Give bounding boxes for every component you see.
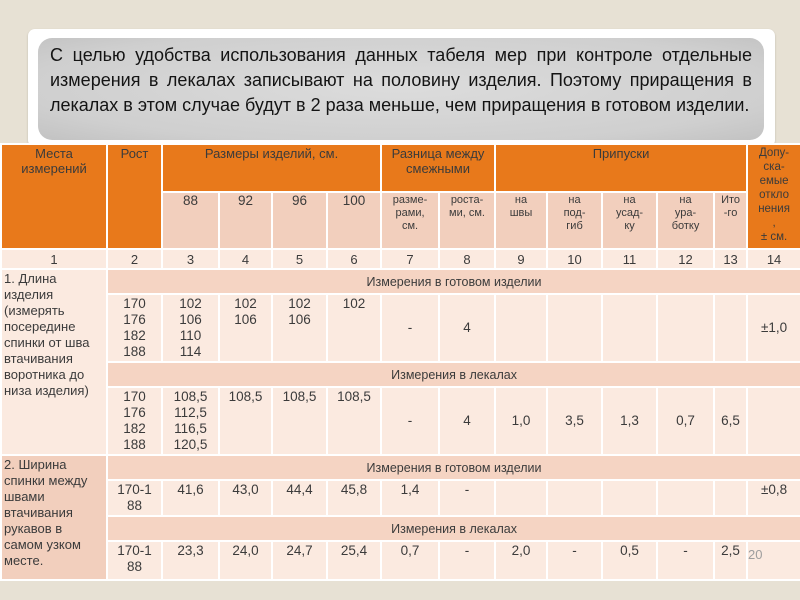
band-patterns-1: Измерения в лекалах [105,361,800,388]
numbering-cell: 1 [0,248,108,270]
numbering-cell: 3 [161,248,220,270]
table-cell [546,479,604,517]
subheader-usadka: на усад- ку [601,191,659,250]
header-places: Места измерений [0,143,108,250]
table-cell: ±0,8 [746,479,800,517]
intro-textbox-frame: С целью удобства использования данных та… [28,29,775,147]
table-cell: 0,7 [656,386,716,456]
table-cell: 0,7 [380,540,441,581]
subheader-size-100: 100 [325,191,383,250]
table-cell [494,479,549,517]
table-cell: 108,5 112,5 116,5 120,5 [161,386,220,456]
table-cell: 1,4 [380,479,441,517]
band-finished-2: Измерения в готовом изделии [105,454,800,481]
table-cell: 102 [325,293,383,363]
table-cell [494,293,549,363]
table-cell: 102 106 110 114 [161,293,220,363]
table-cell [746,540,800,581]
table-cell: 1,3 [601,386,659,456]
table-cell: 23,3 [161,540,220,581]
subheader-itogo: Ито -го [713,191,749,250]
numbering-cell: 14 [746,248,800,270]
table-cell [546,293,604,363]
subheader-size-92: 92 [218,191,273,250]
table-cell: 24,7 [271,540,328,581]
table-cell: ±1,0 [746,293,800,363]
subheader-seams: на швы [494,191,549,250]
table-cell: 102 106 [218,293,273,363]
table-cell: 24,0 [218,540,273,581]
numbering-cell: 13 [713,248,749,270]
band-finished-1: Измерения в готовом изделии [105,268,800,295]
table-cell: 3,5 [546,386,604,456]
numbering-cell: 4 [218,248,273,270]
table-cell: - [438,479,497,517]
table-cell [656,293,716,363]
numbering-cell: 6 [325,248,383,270]
numbering-cell: 8 [438,248,497,270]
measurement-table: Места измерений Рост Размеры изделий, см… [0,143,800,581]
table-cell [746,386,800,456]
item2-name-cell: 2. Ширина спинки между швами втачивания … [0,454,108,581]
slide-number: 20 [748,547,763,562]
subheader-podgib: на под- гиб [546,191,604,250]
table-cell: 0,5 [601,540,659,581]
table-cell: - [380,293,441,363]
table-cell: 25,4 [325,540,383,581]
subheader-size-88: 88 [161,191,220,250]
subheader-size-96: 96 [271,191,328,250]
numbering-cell: 9 [494,248,549,270]
header-sizes-group: Размеры изделий, см. [160,143,383,193]
numbering-cell: 10 [546,248,604,270]
numbering-cell: 12 [656,248,716,270]
subheader-diff-sizes: разме- рами, см. [380,191,441,250]
header-rost: Рост [106,143,163,250]
item1-name-cell: 1. Длина изделия (измерять посередине сп… [0,268,108,456]
table-cell: 2,0 [494,540,549,581]
subheader-diff-rosts: роста- ми, см. [438,191,497,250]
table-cell: 4 [438,293,497,363]
header-tolerance: Допу- ска- емые откло нения , ± см. [746,143,800,250]
header-allowances-group: Припуски [494,143,749,193]
table-cell: 45,8 [325,479,383,517]
intro-text: С целью удобства использования данных та… [50,45,752,115]
table-cell: 1,0 [494,386,549,456]
intro-textbox: С целью удобства использования данных та… [38,38,764,140]
table-cell: 2,5 [713,540,749,581]
table-cell [713,479,749,517]
table-cell: 170-1 88 [106,479,163,517]
table-cell: - [546,540,604,581]
table-cell [656,479,716,517]
table-cell [713,293,749,363]
table-cell [601,479,659,517]
table-cell: 170 176 182 188 [106,386,163,456]
table-cell: - [438,540,497,581]
table-cell: 41,6 [161,479,220,517]
numbering-cell: 7 [380,248,441,270]
table-cell: 108,5 [325,386,383,456]
table-cell: 170 176 182 188 [106,293,163,363]
table-cell: - [656,540,716,581]
numbering-cell: 2 [106,248,163,270]
table-cell: 44,4 [271,479,328,517]
table-cell: 108,5 [218,386,273,456]
table-cell: 170-1 88 [106,540,163,581]
table-cell [601,293,659,363]
table-cell: 102 106 [271,293,328,363]
table-cell: 108,5 [271,386,328,456]
band-patterns-2: Измерения в лекалах [105,515,800,542]
table-cell: 43,0 [218,479,273,517]
numbering-cell: 5 [271,248,328,270]
numbering-cell: 11 [601,248,659,270]
subheader-urabotka: на ура- ботку [656,191,716,250]
header-diff-group: Разница между смежными [380,143,497,193]
table-cell: 6,5 [713,386,749,456]
table-cell: - [380,386,441,456]
table-cell: 4 [438,386,497,456]
